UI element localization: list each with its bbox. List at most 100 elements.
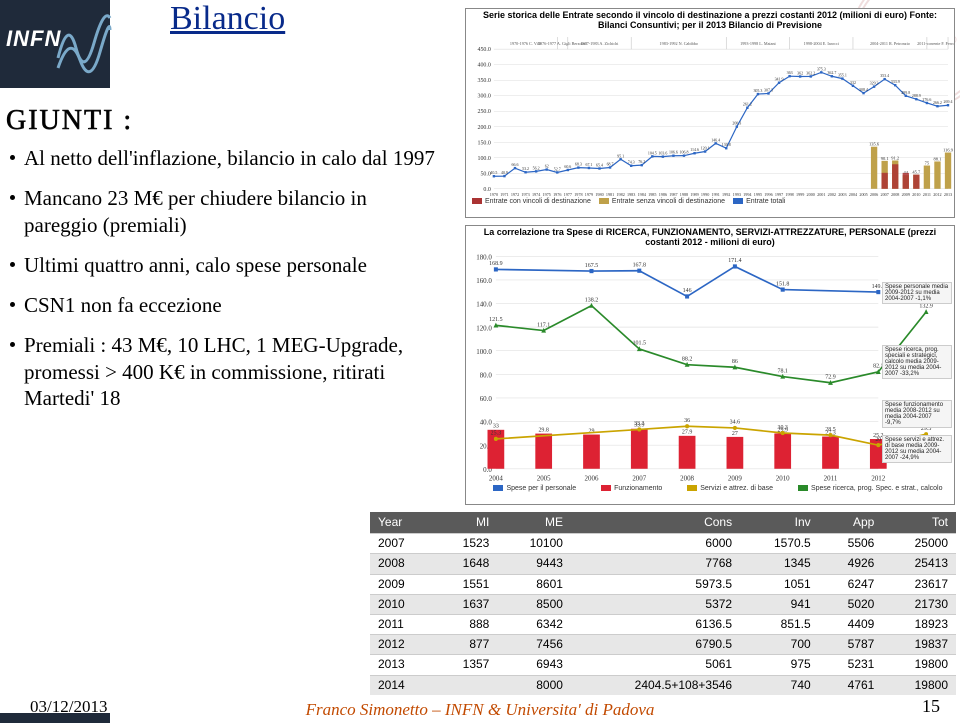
svg-text:2005: 2005: [859, 192, 867, 197]
svg-text:1975: 1975: [543, 192, 551, 197]
svg-text:132.9: 132.9: [919, 303, 932, 309]
svg-text:362: 362: [797, 70, 803, 75]
svg-text:88.2: 88.2: [682, 356, 692, 362]
table-cell: 1051: [740, 574, 819, 594]
footer-center: Franco Simonetto – INFN & Universita' di…: [0, 700, 960, 720]
svg-text:2009: 2009: [902, 192, 910, 197]
table-cell: 1570.5: [740, 534, 819, 554]
bullet-item: Ultimi quattro anni, calo spese personal…: [10, 252, 440, 278]
svg-text:90.1: 90.1: [881, 156, 889, 161]
table-cell: 6943: [497, 655, 571, 675]
svg-text:341.9: 341.9: [775, 76, 784, 81]
table-cell: 6790.5: [571, 635, 740, 655]
bullet-item: Al netto dell'inflazione, bilancio in ca…: [10, 145, 440, 171]
table-cell: 888: [434, 614, 498, 634]
svg-text:1977-1983 A. Zichichi: 1977-1983 A. Zichichi: [581, 41, 620, 46]
chart2-annotation: Spese ricerca, prog. speciali e strategi…: [882, 345, 952, 379]
svg-text:95.1: 95.1: [617, 153, 624, 158]
table-header-cell: ME: [497, 512, 571, 534]
table-header-row: YearMIMEConsInvAppTot: [370, 512, 956, 534]
svg-text:114.6: 114.6: [690, 147, 699, 152]
chart2-legend: Spese per il personaleFunzionamentoServi…: [486, 485, 950, 492]
svg-text:91.2: 91.2: [891, 155, 899, 160]
svg-text:1971: 1971: [500, 192, 508, 197]
svg-text:167.5: 167.5: [585, 263, 598, 269]
svg-text:160.0: 160.0: [476, 277, 492, 285]
svg-text:40.5: 40.5: [490, 170, 497, 175]
svg-text:28.5: 28.5: [825, 427, 835, 433]
svg-text:120.0: 120.0: [476, 324, 492, 332]
table-cell: 5231: [819, 655, 883, 675]
svg-text:2004: 2004: [849, 192, 858, 197]
table-row: 201188863426136.5851.5440918923: [370, 614, 956, 634]
table-cell: 7768: [571, 554, 740, 574]
svg-text:1972: 1972: [511, 192, 519, 197]
svg-text:104.5: 104.5: [648, 150, 657, 155]
svg-text:75: 75: [925, 160, 930, 165]
table-cell: 25000: [882, 534, 956, 554]
page-title: Bilancio: [170, 0, 285, 38]
svg-text:2004-2011 R. Petronzio: 2004-2011 R. Petronzio: [870, 41, 910, 46]
table-cell: 19800: [882, 655, 956, 675]
svg-text:1973: 1973: [521, 192, 529, 197]
svg-text:1993: 1993: [733, 192, 741, 197]
table-cell: 2008: [370, 554, 434, 574]
table-cell: 19800: [882, 675, 956, 695]
chart-correlazione: La correlazione tra Spese di RICERCA, FU…: [465, 225, 955, 505]
chart2-annotation: Spese funzionamento media 2008-2012 su m…: [882, 400, 952, 428]
budget-table: YearMIMEConsInvAppTot 200715231010060001…: [370, 512, 956, 695]
svg-text:103.6: 103.6: [658, 150, 667, 155]
svg-text:171.4: 171.4: [728, 258, 741, 264]
svg-text:80.0: 80.0: [480, 371, 493, 379]
table-cell: 1637: [434, 594, 498, 614]
svg-text:2008: 2008: [680, 474, 694, 482]
table-cell: 9443: [497, 554, 571, 574]
section-heading-giunti: GIUNTI :: [6, 105, 133, 137]
table-row: 200715231010060001570.5550625000: [370, 534, 956, 554]
table-header-cell: Tot: [882, 512, 956, 534]
table-row: 201480002404.5+108+3546740476119800: [370, 675, 956, 695]
svg-text:67.1: 67.1: [585, 162, 592, 167]
svg-text:1985: 1985: [648, 192, 656, 197]
table-cell: 2007: [370, 534, 434, 554]
table-row: 2009155186015973.51051624723617: [370, 574, 956, 594]
svg-text:2011-corrente F. Ferroni: 2011-corrente F. Ferroni: [917, 41, 954, 46]
svg-text:78.1: 78.1: [777, 368, 787, 374]
svg-text:167.8: 167.8: [633, 262, 646, 268]
table-row: 201287774566790.5700578719837: [370, 635, 956, 655]
svg-text:1986: 1986: [659, 192, 667, 197]
table-cell: 21730: [882, 594, 956, 614]
svg-text:1983: 1983: [627, 192, 635, 197]
svg-text:2010: 2010: [776, 474, 790, 482]
svg-text:1981: 1981: [606, 192, 614, 197]
table-cell: 6136.5: [571, 614, 740, 634]
svg-text:1983-1992 N. Cabibbo: 1983-1992 N. Cabibbo: [660, 41, 698, 46]
svg-text:200.0: 200.0: [477, 125, 490, 131]
logo-text: INFN: [6, 28, 61, 50]
svg-text:299.8: 299.8: [901, 90, 910, 95]
svg-text:68.3: 68.3: [575, 161, 582, 166]
svg-text:74.3: 74.3: [628, 159, 635, 164]
svg-text:168.9: 168.9: [489, 261, 502, 267]
svg-text:1976: 1976: [553, 192, 561, 197]
table-cell: 18923: [882, 614, 956, 634]
legend-item: Spese ricerca, prog. Spec. e strat., cal…: [798, 485, 943, 492]
table-row: 2013135769435061975523119800: [370, 655, 956, 675]
table-cell: 8500: [497, 594, 571, 614]
svg-text:2008: 2008: [891, 192, 899, 197]
table-header-cell: Year: [370, 512, 434, 534]
svg-text:130.8: 130.8: [722, 142, 731, 147]
svg-text:86: 86: [732, 359, 738, 365]
svg-text:50.0: 50.0: [480, 171, 490, 177]
table-cell: 23617: [882, 574, 956, 594]
svg-text:1977: 1977: [564, 192, 572, 197]
svg-text:2013: 2013: [944, 192, 952, 197]
svg-text:1993-1998 L. Maiani: 1993-1998 L. Maiani: [740, 41, 776, 46]
table-cell: 975: [740, 655, 819, 675]
table-row: 2010163785005372941502021730: [370, 594, 956, 614]
svg-text:2001: 2001: [817, 192, 825, 197]
svg-text:375.3: 375.3: [817, 66, 826, 71]
table-header-cell: App: [819, 512, 883, 534]
table-cell: 1345: [740, 554, 819, 574]
svg-text:56.2: 56.2: [533, 165, 540, 170]
